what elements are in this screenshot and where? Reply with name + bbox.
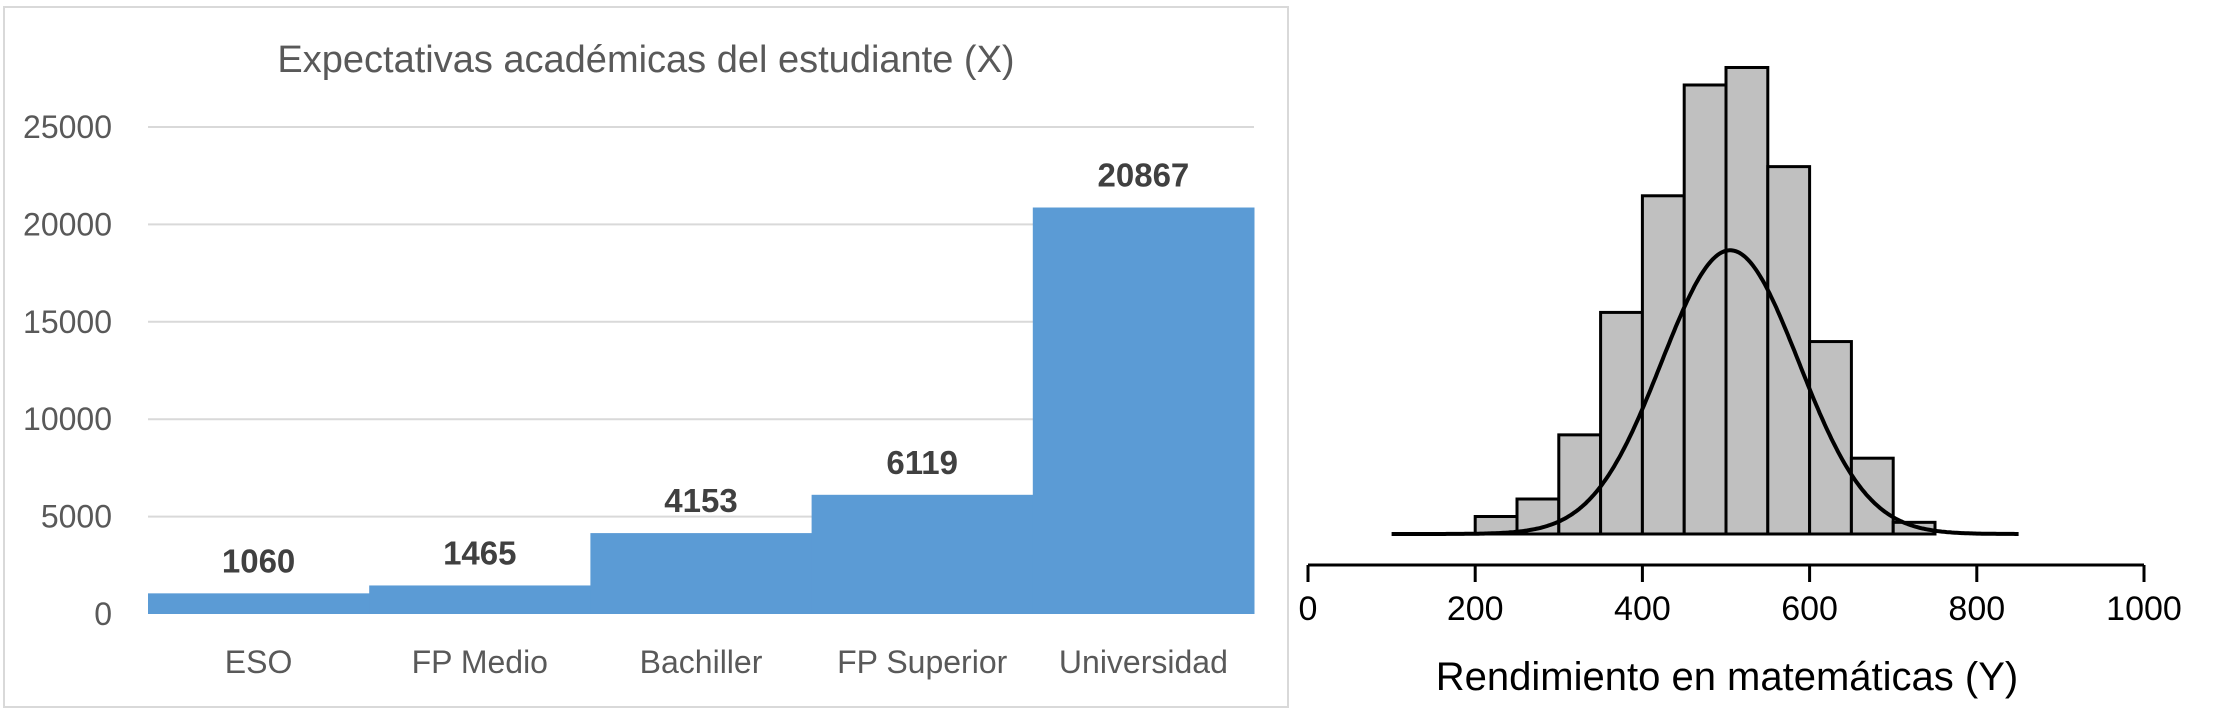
histogram-bin — [1724, 65, 1770, 536]
bar — [590, 533, 813, 614]
x-axis: 0 200 400 600 800 1000 — [1299, 563, 2182, 628]
bar — [811, 494, 1034, 614]
category-label: FP Superior — [837, 644, 1008, 680]
data-label: 20867 — [1098, 157, 1190, 194]
chart-title: Expectativas académicas del estudiante (… — [277, 39, 1014, 81]
y-tick-label: 20000 — [23, 206, 112, 242]
x-tick-label: 200 — [1447, 590, 1504, 628]
category-label: FP Medio — [412, 644, 548, 680]
y-axis-ticks: 0 5000 10000 15000 20000 25000 — [23, 109, 112, 632]
category-label: Bachiller — [640, 644, 763, 680]
y-tick-label: 25000 — [23, 109, 112, 145]
y-tick-label: 5000 — [41, 499, 112, 535]
histogram-bins — [1473, 65, 1937, 536]
x-axis-label: Rendimiento en matemáticas (Y) — [1436, 655, 2018, 699]
category-label: Universidad — [1059, 644, 1228, 680]
density-curve — [1391, 248, 2019, 536]
bar — [1032, 207, 1255, 614]
bar — [369, 585, 591, 614]
math-performance-histogram: 0 200 400 600 800 1000 Rendimiento en matemát… — [1299, 65, 2182, 699]
academic-expectations-bar-chart: Expectativas académicas del estudiante (… — [23, 39, 1255, 680]
x-tick-label: 1000 — [2106, 590, 2182, 628]
x-tick-label: 0 — [1299, 590, 1318, 628]
category-label: ESO — [225, 644, 293, 680]
x-tick-label: 400 — [1614, 590, 1671, 628]
data-label: 6119 — [886, 444, 958, 481]
data-label: 1465 — [443, 534, 516, 571]
histogram-bin — [1766, 165, 1812, 536]
histogram-bin — [1640, 194, 1686, 536]
category-labels: ESO FP Medio Bachiller FP Superior Universid… — [225, 644, 1228, 680]
histogram-bin — [1849, 456, 1895, 536]
bars — [148, 207, 1255, 614]
data-label: 4153 — [664, 482, 737, 519]
y-tick-label: 0 — [94, 596, 112, 632]
y-tick-label: 15000 — [23, 304, 112, 340]
histogram-bin — [1682, 83, 1728, 536]
data-label: 1060 — [222, 542, 295, 579]
x-tick-label: 800 — [1948, 590, 2005, 628]
bar — [148, 593, 370, 614]
y-tick-label: 10000 — [23, 401, 112, 437]
x-tick-label: 600 — [1781, 590, 1838, 628]
data-labels: 1060 1465 4153 6119 20867 — [222, 157, 1189, 580]
